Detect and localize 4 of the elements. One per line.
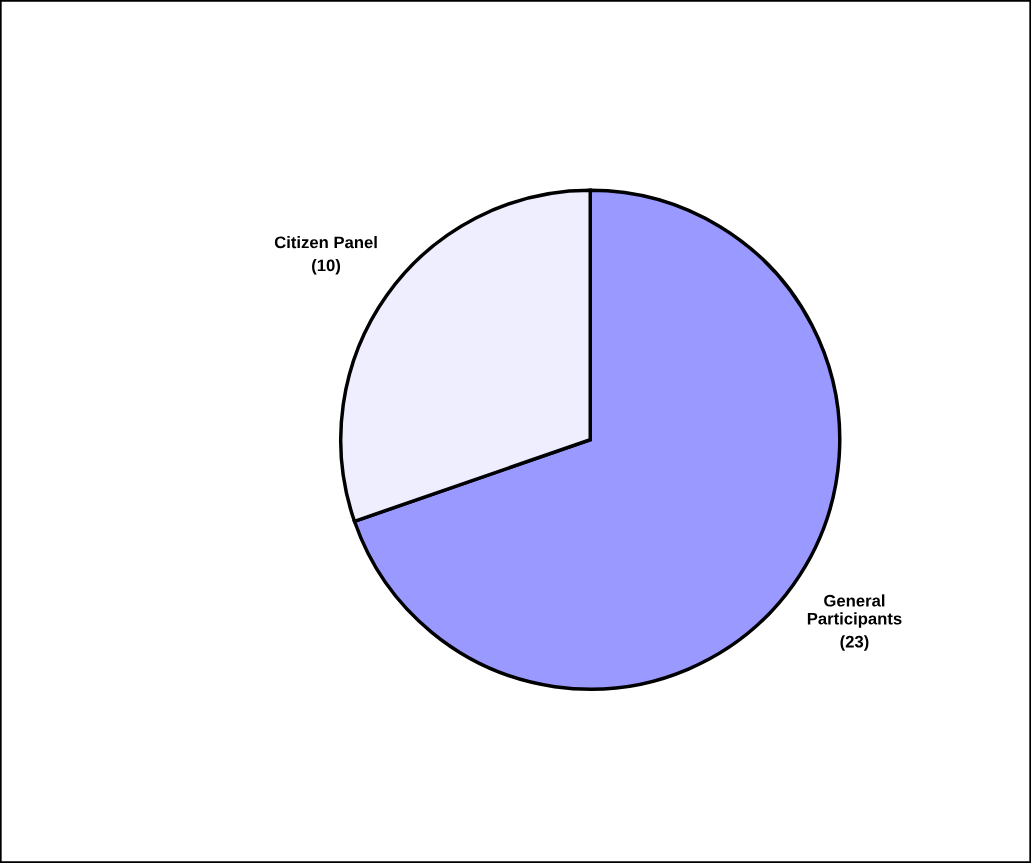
data-label: (23) — [840, 635, 869, 651]
data-label: (10) — [312, 259, 341, 275]
slice-label: General Participants — [807, 594, 902, 628]
slice-label: Citizen Panel — [274, 236, 377, 249]
